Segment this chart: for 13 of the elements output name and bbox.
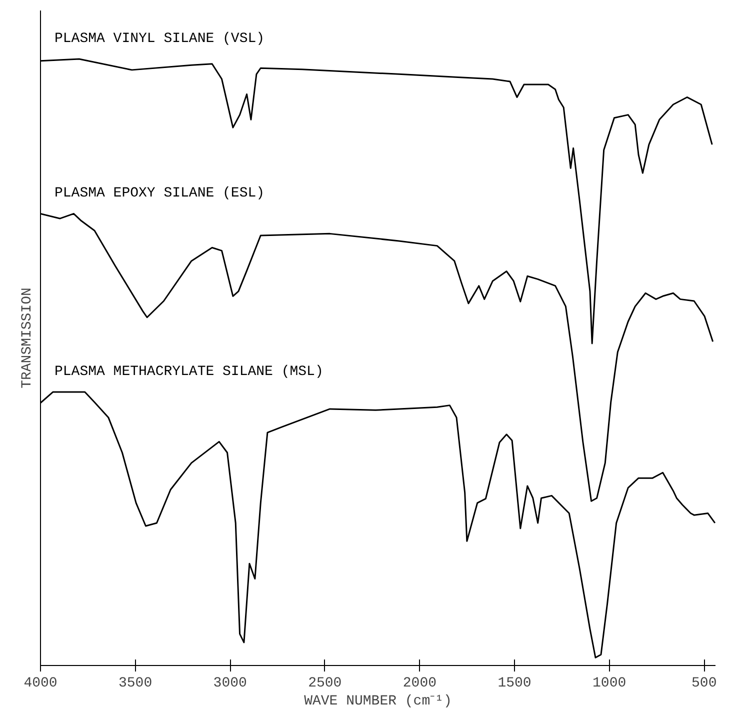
x-tick-label: 3000 (213, 676, 247, 692)
series-label: PLASMA VINYL SILANE (VSL) (54, 31, 265, 48)
x-tick-label: 1500 (498, 676, 532, 692)
x-axis-title: WAVE NUMBER (cm⁻¹) (304, 694, 452, 710)
x-tick-label: 500 (692, 676, 717, 692)
x-tick-label: 3500 (118, 676, 152, 692)
series-label: PLASMA EPOXY SILANE (ESL) (54, 186, 265, 202)
x-tick-label: 2000 (402, 676, 437, 692)
y-axis-title: TRANSMISSION (20, 288, 36, 388)
x-tick-label: 1000 (592, 676, 626, 692)
x-tick-label: 4000 (24, 676, 58, 692)
series-label: PLASMA METHACRYLATE SILANE (MSL) (54, 364, 324, 380)
x-tick-label: 2500 (308, 676, 342, 692)
